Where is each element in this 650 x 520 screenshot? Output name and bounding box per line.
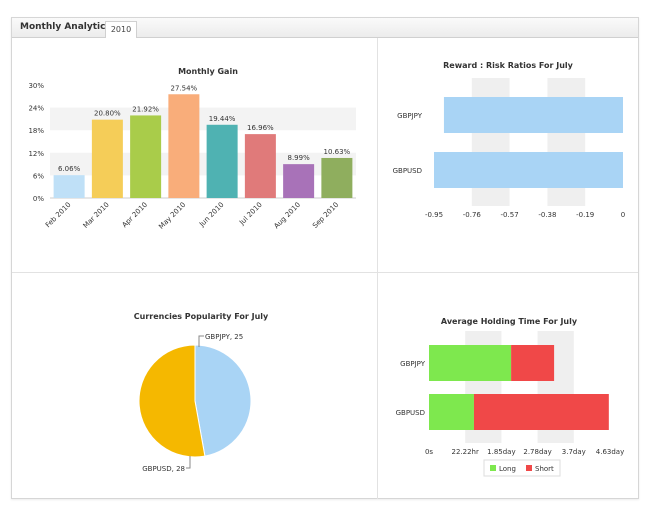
x-tick-label: -0.76 bbox=[463, 211, 482, 219]
analytics-panel: Monthly Analytics 2010 Monthly Gain 0% 6% 1… bbox=[11, 17, 639, 499]
chart-title: Average Holding Time For July bbox=[441, 317, 578, 326]
data-label: 19.44% bbox=[209, 115, 236, 123]
bar-gbpusd-long bbox=[429, 394, 474, 430]
x-tick-label: 0 bbox=[621, 211, 625, 219]
x-tick-label: Mar 2010 bbox=[82, 201, 111, 230]
data-label: 21.92% bbox=[132, 105, 159, 113]
x-tick-label: Jul 2010 bbox=[237, 201, 264, 228]
tab-2010[interactable]: 2010 bbox=[105, 21, 137, 38]
data-label: 8.99% bbox=[288, 154, 311, 162]
vertical-divider bbox=[377, 38, 378, 499]
x-tick-label: Apr 2010 bbox=[121, 201, 149, 229]
y-tick-label: 18% bbox=[28, 127, 44, 135]
chart-title: Currencies Popularity For July bbox=[134, 312, 269, 321]
x-tick-label: 3.7day bbox=[562, 448, 586, 456]
chart-title: Reward : Risk Ratios For July bbox=[443, 61, 574, 70]
tab-bar: Monthly Analytics 2010 bbox=[12, 18, 638, 38]
x-tick-label: Aug 2010 bbox=[273, 201, 302, 230]
y-tick-label: 6% bbox=[33, 172, 44, 180]
legend-swatch-short bbox=[526, 465, 532, 471]
y-tick-label: 0% bbox=[33, 195, 44, 203]
charts-canvas: Monthly Gain 0% 6% 12% 18% 24% 30% 6.06% Feb 201… bbox=[28, 61, 625, 477]
bar-gbpjpy-long bbox=[429, 345, 512, 381]
bar-gbpjpy-short bbox=[511, 345, 555, 381]
pie-slice-gbpjpy bbox=[194, 344, 252, 457]
slice-label: GBPJPY, 25 bbox=[205, 333, 243, 341]
x-tick-label: 1.85day bbox=[487, 448, 515, 456]
x-tick-label: 22.22hr bbox=[452, 448, 479, 456]
grid-band bbox=[50, 152, 356, 176]
chart-title: Monthly Gain bbox=[178, 67, 238, 76]
legend-label-short: Short bbox=[535, 465, 554, 473]
data-label: 20.80% bbox=[94, 110, 121, 118]
y-tick-label: 30% bbox=[28, 82, 44, 90]
bar-feb-2010 bbox=[53, 175, 85, 198]
x-tick-label: May 2010 bbox=[157, 201, 187, 231]
x-tick-label: 2.78day bbox=[523, 448, 551, 456]
panel-title: Monthly Analytics bbox=[20, 22, 111, 32]
legend-label-long: Long bbox=[499, 465, 516, 473]
bar-gbpusd-short bbox=[473, 394, 609, 430]
x-tick-label: Feb 2010 bbox=[44, 201, 73, 230]
x-tick-label: -0.95 bbox=[425, 211, 443, 219]
bar-gbpjpy bbox=[443, 97, 623, 133]
slice-label: GBPUSD, 28 bbox=[142, 465, 185, 473]
x-tick-label: 4.63day bbox=[596, 448, 624, 456]
bar-jun-2010 bbox=[206, 124, 238, 198]
y-tick-label: GBPJPY bbox=[397, 112, 423, 120]
y-tick-label: GBPJPY bbox=[400, 360, 426, 368]
x-tick-label: -0.38 bbox=[538, 211, 556, 219]
x-tick-label: Sep 2010 bbox=[311, 201, 340, 230]
horizontal-divider bbox=[12, 272, 638, 273]
y-tick-label: GBPUSD bbox=[396, 409, 425, 417]
bar-aug-2010 bbox=[283, 164, 315, 198]
y-tick-label: 24% bbox=[28, 105, 44, 113]
slice-connector bbox=[198, 335, 204, 347]
legend-box bbox=[483, 459, 561, 477]
bar-jul-2010 bbox=[244, 134, 276, 198]
x-tick-label: -0.19 bbox=[576, 211, 594, 219]
bar-gbpusd bbox=[434, 152, 623, 188]
y-tick-label: 12% bbox=[28, 150, 44, 158]
data-label: 10.63% bbox=[324, 148, 351, 156]
data-label: 27.54% bbox=[171, 84, 198, 92]
pie-slice-gbpusd bbox=[138, 344, 206, 458]
bar-may-2010 bbox=[168, 94, 200, 198]
x-tick-label: -0.57 bbox=[501, 211, 519, 219]
slice-connector bbox=[186, 456, 191, 469]
x-tick-label: Jun 2010 bbox=[197, 201, 225, 229]
bar-apr-2010 bbox=[130, 115, 162, 198]
legend-swatch-long bbox=[490, 465, 496, 471]
x-tick-label: 0s bbox=[425, 448, 433, 456]
bar-mar-2010 bbox=[91, 119, 123, 198]
grid-band bbox=[50, 107, 356, 131]
y-tick-label: GBPUSD bbox=[393, 167, 422, 175]
data-label: 6.06% bbox=[58, 165, 81, 173]
bar-sep-2010 bbox=[321, 157, 353, 198]
data-label: 16.96% bbox=[247, 124, 274, 132]
